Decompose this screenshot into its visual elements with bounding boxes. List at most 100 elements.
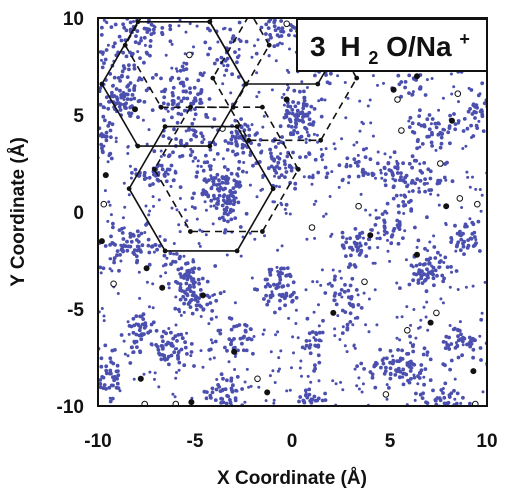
water-point: [456, 327, 460, 331]
lattice-vertex: [318, 137, 324, 143]
water-point: [280, 26, 285, 31]
water-point: [338, 292, 342, 296]
open-site-point: [382, 391, 390, 398]
water-point: [353, 161, 357, 165]
water-point: [144, 204, 148, 208]
water-point: [172, 252, 176, 256]
water-point: [128, 20, 133, 25]
water-point: [202, 137, 206, 141]
water-point: [239, 117, 244, 121]
water-point: [183, 297, 188, 302]
water-point: [214, 298, 219, 303]
water-point: [200, 73, 205, 78]
water-point: [439, 135, 444, 140]
water-point: [250, 55, 254, 59]
water-point: [193, 206, 197, 210]
water-point: [426, 258, 431, 262]
water-point: [388, 372, 393, 377]
water-point: [403, 229, 407, 233]
water-point: [150, 108, 155, 112]
water-point: [424, 400, 428, 405]
water-point: [340, 331, 345, 335]
lattice-vertex: [152, 166, 157, 172]
water-point: [450, 270, 453, 274]
water-point: [235, 324, 239, 328]
water-point: [453, 122, 458, 126]
water-point: [411, 90, 415, 94]
water-point: [169, 163, 174, 168]
water-point: [443, 363, 447, 368]
water-point: [185, 96, 190, 101]
water-point: [452, 388, 456, 393]
water-point: [169, 185, 173, 188]
water-point: [206, 52, 211, 57]
water-point: [293, 125, 298, 129]
water-point: [478, 188, 482, 191]
water-point: [278, 277, 283, 282]
water-point: [437, 108, 441, 112]
water-point: [337, 185, 341, 189]
water-point: [91, 76, 95, 80]
water-point: [139, 314, 144, 319]
water-point: [125, 239, 129, 244]
water-point: [191, 290, 196, 295]
water-point: [226, 219, 230, 224]
water-point: [425, 353, 429, 357]
water-point: [176, 111, 181, 116]
water-point: [342, 290, 347, 294]
water-point: [111, 375, 115, 380]
water-point: [402, 203, 406, 208]
water-point: [134, 34, 138, 38]
water-point: [441, 96, 445, 100]
water-point: [300, 80, 304, 84]
water-point: [461, 231, 465, 236]
water-point: [471, 347, 476, 352]
water-point: [160, 347, 165, 351]
water-point: [416, 278, 421, 283]
water-point: [180, 336, 185, 340]
water-point: [422, 375, 426, 379]
water-point: [136, 233, 141, 238]
water-point: [269, 350, 273, 354]
y-tick-label: 5: [73, 106, 84, 127]
water-point: [361, 147, 366, 152]
water-point: [188, 153, 193, 158]
water-point: [279, 267, 283, 271]
water-point: [130, 345, 134, 350]
water-point: [452, 112, 456, 116]
water-point: [111, 221, 115, 226]
water-point: [197, 242, 201, 245]
water-point: [469, 236, 474, 241]
water-point: [117, 268, 121, 273]
water-point: [144, 88, 149, 93]
water-point: [264, 22, 269, 27]
water-point: [313, 363, 317, 368]
water-point: [423, 367, 428, 371]
water-point: [428, 378, 433, 383]
water-point: [178, 68, 183, 73]
water-point: [278, 274, 282, 279]
water-point: [109, 156, 114, 161]
water-point: [468, 217, 472, 221]
water-point: [163, 12, 167, 16]
water-point: [272, 401, 276, 405]
water-point: [417, 114, 422, 118]
water-point: [304, 112, 309, 117]
water-point: [407, 200, 411, 205]
water-point: [378, 347, 382, 352]
water-point: [264, 32, 268, 36]
water-point: [430, 130, 434, 135]
water-point: [231, 34, 236, 39]
water-point: [418, 262, 422, 267]
water-point: [319, 97, 324, 102]
water-point: [243, 380, 247, 384]
water-point: [197, 281, 202, 286]
water-point: [109, 94, 114, 98]
water-point: [203, 177, 207, 182]
water-point: [178, 297, 183, 302]
water-point: [164, 342, 169, 347]
water-point: [280, 293, 285, 298]
water-point: [348, 283, 353, 288]
water-point: [358, 243, 363, 248]
water-point: [298, 395, 303, 399]
